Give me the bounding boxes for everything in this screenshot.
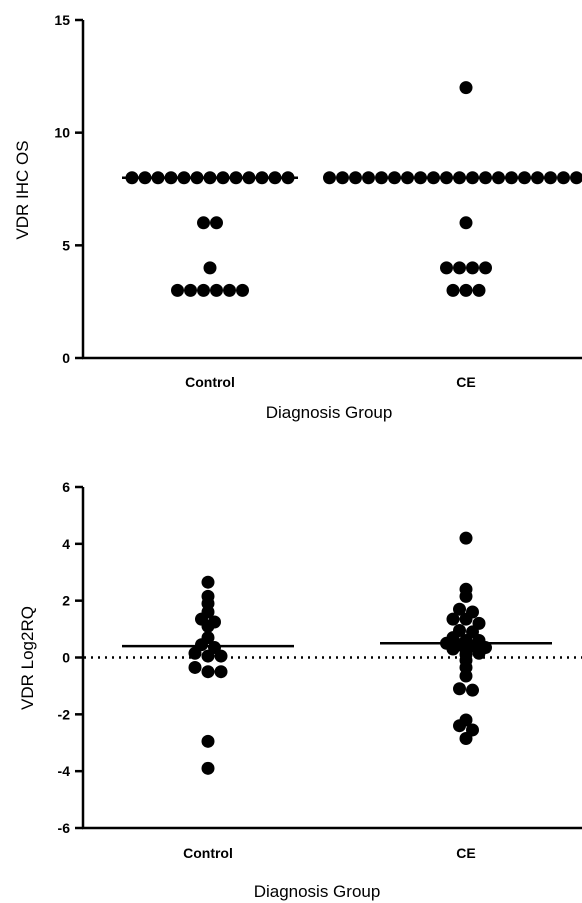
chart-bottom-y-tick-label: -2 (58, 706, 71, 722)
chart-bottom-point-ce (459, 612, 473, 626)
chart-top-point-ce (453, 261, 466, 275)
chart-top-point-control (223, 283, 236, 297)
chart-top-point-ce (466, 261, 479, 275)
chart-top-point-ce (459, 81, 473, 95)
chart-bottom-point-ce (446, 642, 460, 656)
chart-bottom-y-tick-label: -6 (58, 820, 71, 836)
chart-bottom-point-control (201, 619, 215, 633)
chart-bottom-point-ce (466, 683, 479, 697)
chart-bottom-point-ce (453, 719, 466, 733)
chart-top-point-control (171, 283, 184, 297)
chart-top-y-tick-label: 0 (62, 350, 70, 366)
chart-bottom-point-control (214, 649, 228, 663)
chart-bottom-points (188, 531, 492, 775)
chart-bottom-point-control (214, 665, 228, 679)
chart-bottom-point-ce (459, 669, 473, 683)
chart-bottom-point-control (188, 660, 202, 674)
chart-top-y-ticks: 0 5 10 15 (54, 12, 83, 366)
chart-top-point-control (210, 216, 223, 230)
chart-top-point-ce (479, 261, 492, 275)
chart-bottom-point-ce (446, 612, 460, 626)
chart-bottom-y-tick-label: 4 (62, 536, 70, 552)
chart-bottom-point-ce (472, 646, 486, 660)
chart-bottom-y-tick-label: -4 (58, 763, 71, 779)
chart-bottom-x-axis-label: Diagnosis Group (254, 882, 381, 901)
chart-top-x-tick-ce: CE (456, 374, 475, 390)
chart-top-y-axis-label: VDR IHC OS (13, 140, 32, 239)
chart-top-point-control (236, 283, 249, 297)
chart-top-point-control (210, 283, 223, 297)
chart-bottom-point-control (201, 665, 215, 679)
chart-bottom-point-ce (453, 682, 466, 696)
chart-top-point-ce (557, 171, 570, 185)
chart-bottom-y-ticks: -6 -4 -2 0 2 4 6 (58, 479, 83, 836)
chart-top-point-ce (459, 283, 473, 297)
chart-top-point-control (197, 283, 210, 297)
chart-bottom-y-axis-label: VDR Log2RQ (18, 606, 37, 710)
chart-top-point-control (184, 283, 197, 297)
chart-top-point-ce (440, 261, 453, 275)
chart-bottom-y-tick-label: 6 (62, 479, 70, 495)
chart-bottom-point-ce (459, 531, 473, 545)
chart-bottom-point-ce (453, 602, 466, 616)
chart-top-point-ce (323, 171, 336, 185)
chart-top-point-ce (472, 283, 486, 297)
chart-top-point-ce (362, 171, 375, 185)
chart-top-y-tick-label: 15 (54, 12, 70, 28)
chart-bottom-point-control (201, 734, 215, 748)
chart-top-points (125, 81, 582, 297)
chart-bottom: -6 -4 -2 0 2 4 6 Control CE Diagnosis Group VD… (18, 479, 582, 901)
chart-top-point-ce (459, 216, 473, 230)
chart-bottom-y-tick-label: 0 (62, 650, 70, 666)
chart-top-point-ce (336, 171, 349, 185)
chart-bottom-x-tick-control: Control (183, 845, 233, 861)
chart-top: 0 5 10 15 Control CE Diagnosis Group VDR IH… (13, 12, 582, 422)
chart-top-x-axis-label: Diagnosis Group (266, 403, 393, 422)
chart-top-point-ce (446, 283, 460, 297)
chart-top-point-ce (349, 171, 362, 185)
chart-top-y-tick-label: 5 (62, 237, 70, 253)
chart-bottom-point-control (201, 575, 215, 589)
chart-bottom-y-tick-label: 2 (62, 593, 70, 609)
chart-top-point-control (197, 216, 210, 230)
chart-top-x-tick-control: Control (185, 374, 235, 390)
chart-bottom-point-ce (459, 731, 473, 745)
chart-bottom-point-control (188, 646, 202, 660)
chart-top-point-control (203, 261, 217, 275)
chart-top-point-ce (570, 171, 582, 185)
chart-bottom-point-control (201, 761, 215, 775)
chart-bottom-point-control (201, 649, 215, 663)
chart-bottom-point-ce (459, 589, 473, 603)
chart-bottom-mean-lines (122, 642, 552, 648)
chart-bottom-x-tick-ce: CE (456, 845, 475, 861)
chart-top-y-tick-label: 10 (54, 125, 70, 141)
